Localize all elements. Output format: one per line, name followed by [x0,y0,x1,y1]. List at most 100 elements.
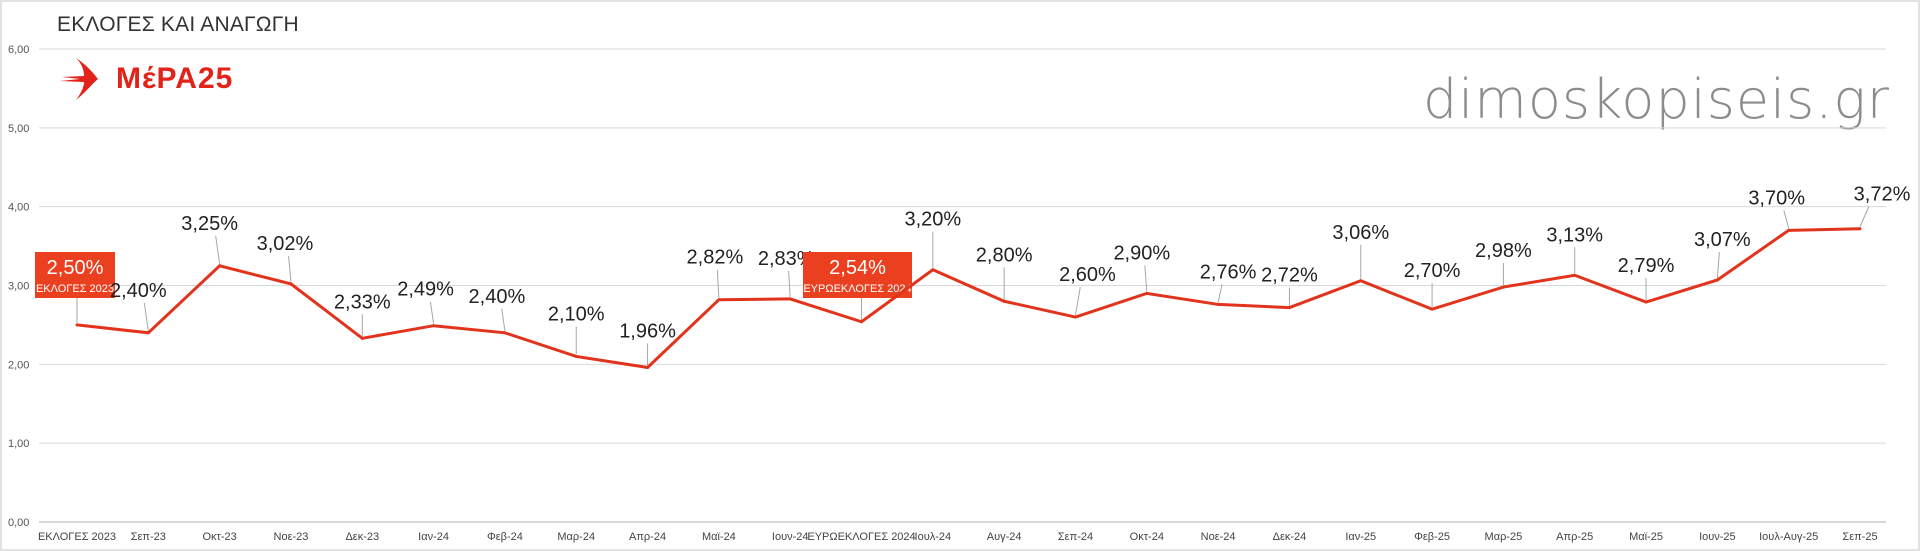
data-label: 2,80% [976,244,1033,266]
data-label: 2,49% [397,279,454,301]
data-point [646,365,650,369]
data-point [1644,300,1648,304]
y-tick-label: 2,00 [8,359,29,371]
leader-line [288,255,292,282]
x-tick-label: Ιουν-24 [772,531,809,543]
data-label: 2,82% [687,247,744,269]
data-label: 2,10% [548,303,605,325]
data-point [717,298,721,302]
data-label: 2,90% [1113,242,1170,264]
data-point [503,331,507,335]
leader-line [788,270,791,297]
leader-line [215,235,221,264]
data-label: 2,98% [1475,240,1532,262]
data-label: 3,06% [1332,222,1389,244]
data-point [1216,302,1220,306]
x-tick-label: Ιουλ-Αυγ-25 [1759,531,1818,543]
y-tick-label: 1,00 [8,438,29,450]
leader-line [1074,286,1081,316]
leader-line [1144,265,1148,292]
x-tick-label: ΕΥΡΩΕΚΛΟΓΕΣ 2024 [807,531,915,543]
leader-line [1217,284,1223,303]
watermark: dimoskopiseis.gr [1423,68,1890,131]
data-label: 3,02% [257,233,314,255]
data-label: 2,79% [1618,255,1675,277]
data-label: 2,40% [110,280,167,302]
x-tick-label: Μαρ-25 [1485,531,1523,543]
y-tick-label: 3,00 [8,281,29,293]
data-point [146,331,150,335]
annotation-box [35,252,115,298]
x-tick-label: Νοε-23 [274,531,309,543]
data-label: 2,76% [1200,261,1257,283]
x-tick-label: Αυγ-24 [987,531,1022,543]
leader-line [1716,251,1720,279]
data-label: 3,72% [1854,184,1911,206]
x-tick-label: Μαϊ-25 [1629,531,1663,543]
x-tick-label: Φεβ-24 [487,531,523,543]
x-tick-label: Σεπ-25 [1842,531,1877,543]
party-logo: ΜέΡΑ25 [58,58,233,100]
data-point [289,282,293,286]
data-point [432,324,436,328]
data-point [1573,273,1577,277]
y-tick-label: 5,00 [8,123,29,135]
data-label: 3,20% [904,209,961,231]
data-point [1430,307,1434,311]
x-tick-label: Δεκ-23 [345,531,379,543]
data-point [931,268,935,272]
data-label: 2,54% [829,257,886,279]
x-tick-label: Ιουν-25 [1699,531,1736,543]
data-point [360,336,364,340]
data-label: 2,50% [47,257,104,279]
x-tick-label: Ιουλ-24 [915,531,952,543]
annotation-label: ΕΥΡΩΕΚΛΟΓΕΣ 2024 [803,283,911,295]
leader-line [1783,210,1790,229]
x-tick-label: Ιαν-25 [1345,531,1376,543]
data-label: 3,25% [181,213,238,235]
x-tick-label: Οκτ-24 [1130,531,1164,543]
leader-line [501,308,506,331]
x-tick-label: Μαϊ-24 [702,531,736,543]
annotation-box [803,252,912,298]
data-label: 2,72% [1261,265,1318,287]
y-tick-label: 0,00 [8,517,29,529]
data-point [1501,285,1505,289]
data-label: 3,70% [1748,187,1805,209]
data-label: 2,60% [1059,264,1116,286]
data-point [1287,306,1291,310]
data-point [1145,291,1149,295]
leader-line [1859,206,1870,227]
y-tick-label: 4,00 [8,202,29,214]
x-tick-label: Φεβ-25 [1414,531,1450,543]
x-tick-label: Ιαν-24 [418,531,449,543]
data-label: 2,40% [469,286,526,308]
x-tick-label: Οκτ-23 [202,531,236,543]
logo-text: ΜέΡΑ25 [116,62,234,95]
chart-title: ΕΚΛΟΓΕΣ ΚΑΙ ΑΝΑΓΩΓΗ [57,13,299,36]
data-label: 3,13% [1546,224,1603,246]
annotation-label: ΕΚΛΟΓΕΣ 2023 [36,283,114,295]
x-tick-label: Σεπ-24 [1058,531,1093,543]
data-point [788,297,792,301]
data-label: 2,33% [334,291,391,313]
x-tick-label: ΕΚΛΟΓΕΣ 2023 [38,531,116,543]
data-point [1073,315,1077,319]
data-label: 2,83% [758,248,815,270]
x-tick-label: Απρ-25 [1556,531,1593,543]
leader-line [143,302,149,331]
data-point [860,320,864,324]
x-tick-label: Δεκ-24 [1273,531,1307,543]
data-point [1787,228,1791,232]
data-point [574,354,578,358]
data-label: 3,07% [1694,229,1751,251]
data-point [1359,279,1363,283]
data-point [1715,278,1719,282]
data-point [1002,299,1006,303]
leader-line [429,301,435,324]
x-tick-label: Σεπ-23 [131,531,166,543]
y-tick-label: 6,00 [8,44,29,56]
data-label: 1,96% [619,320,676,342]
series-line [76,227,1861,370]
